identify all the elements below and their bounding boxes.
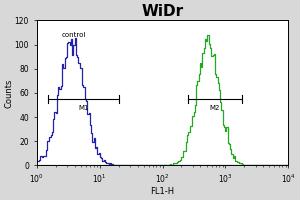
Title: WiDr: WiDr: [142, 4, 184, 19]
Text: M1: M1: [78, 105, 88, 111]
Text: M2: M2: [209, 105, 220, 111]
X-axis label: FL1-H: FL1-H: [151, 187, 175, 196]
Y-axis label: Counts: Counts: [4, 78, 13, 108]
Text: control: control: [62, 32, 86, 38]
